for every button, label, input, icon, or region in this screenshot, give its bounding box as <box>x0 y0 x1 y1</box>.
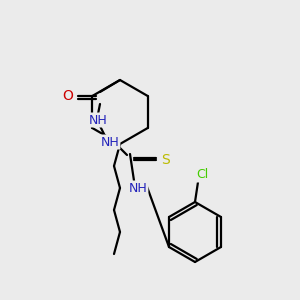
Text: NH: NH <box>100 136 119 148</box>
Text: NH: NH <box>88 113 107 127</box>
Text: S: S <box>162 153 170 167</box>
Text: O: O <box>63 89 74 103</box>
Text: Cl: Cl <box>196 169 208 182</box>
Text: NH: NH <box>129 182 147 194</box>
